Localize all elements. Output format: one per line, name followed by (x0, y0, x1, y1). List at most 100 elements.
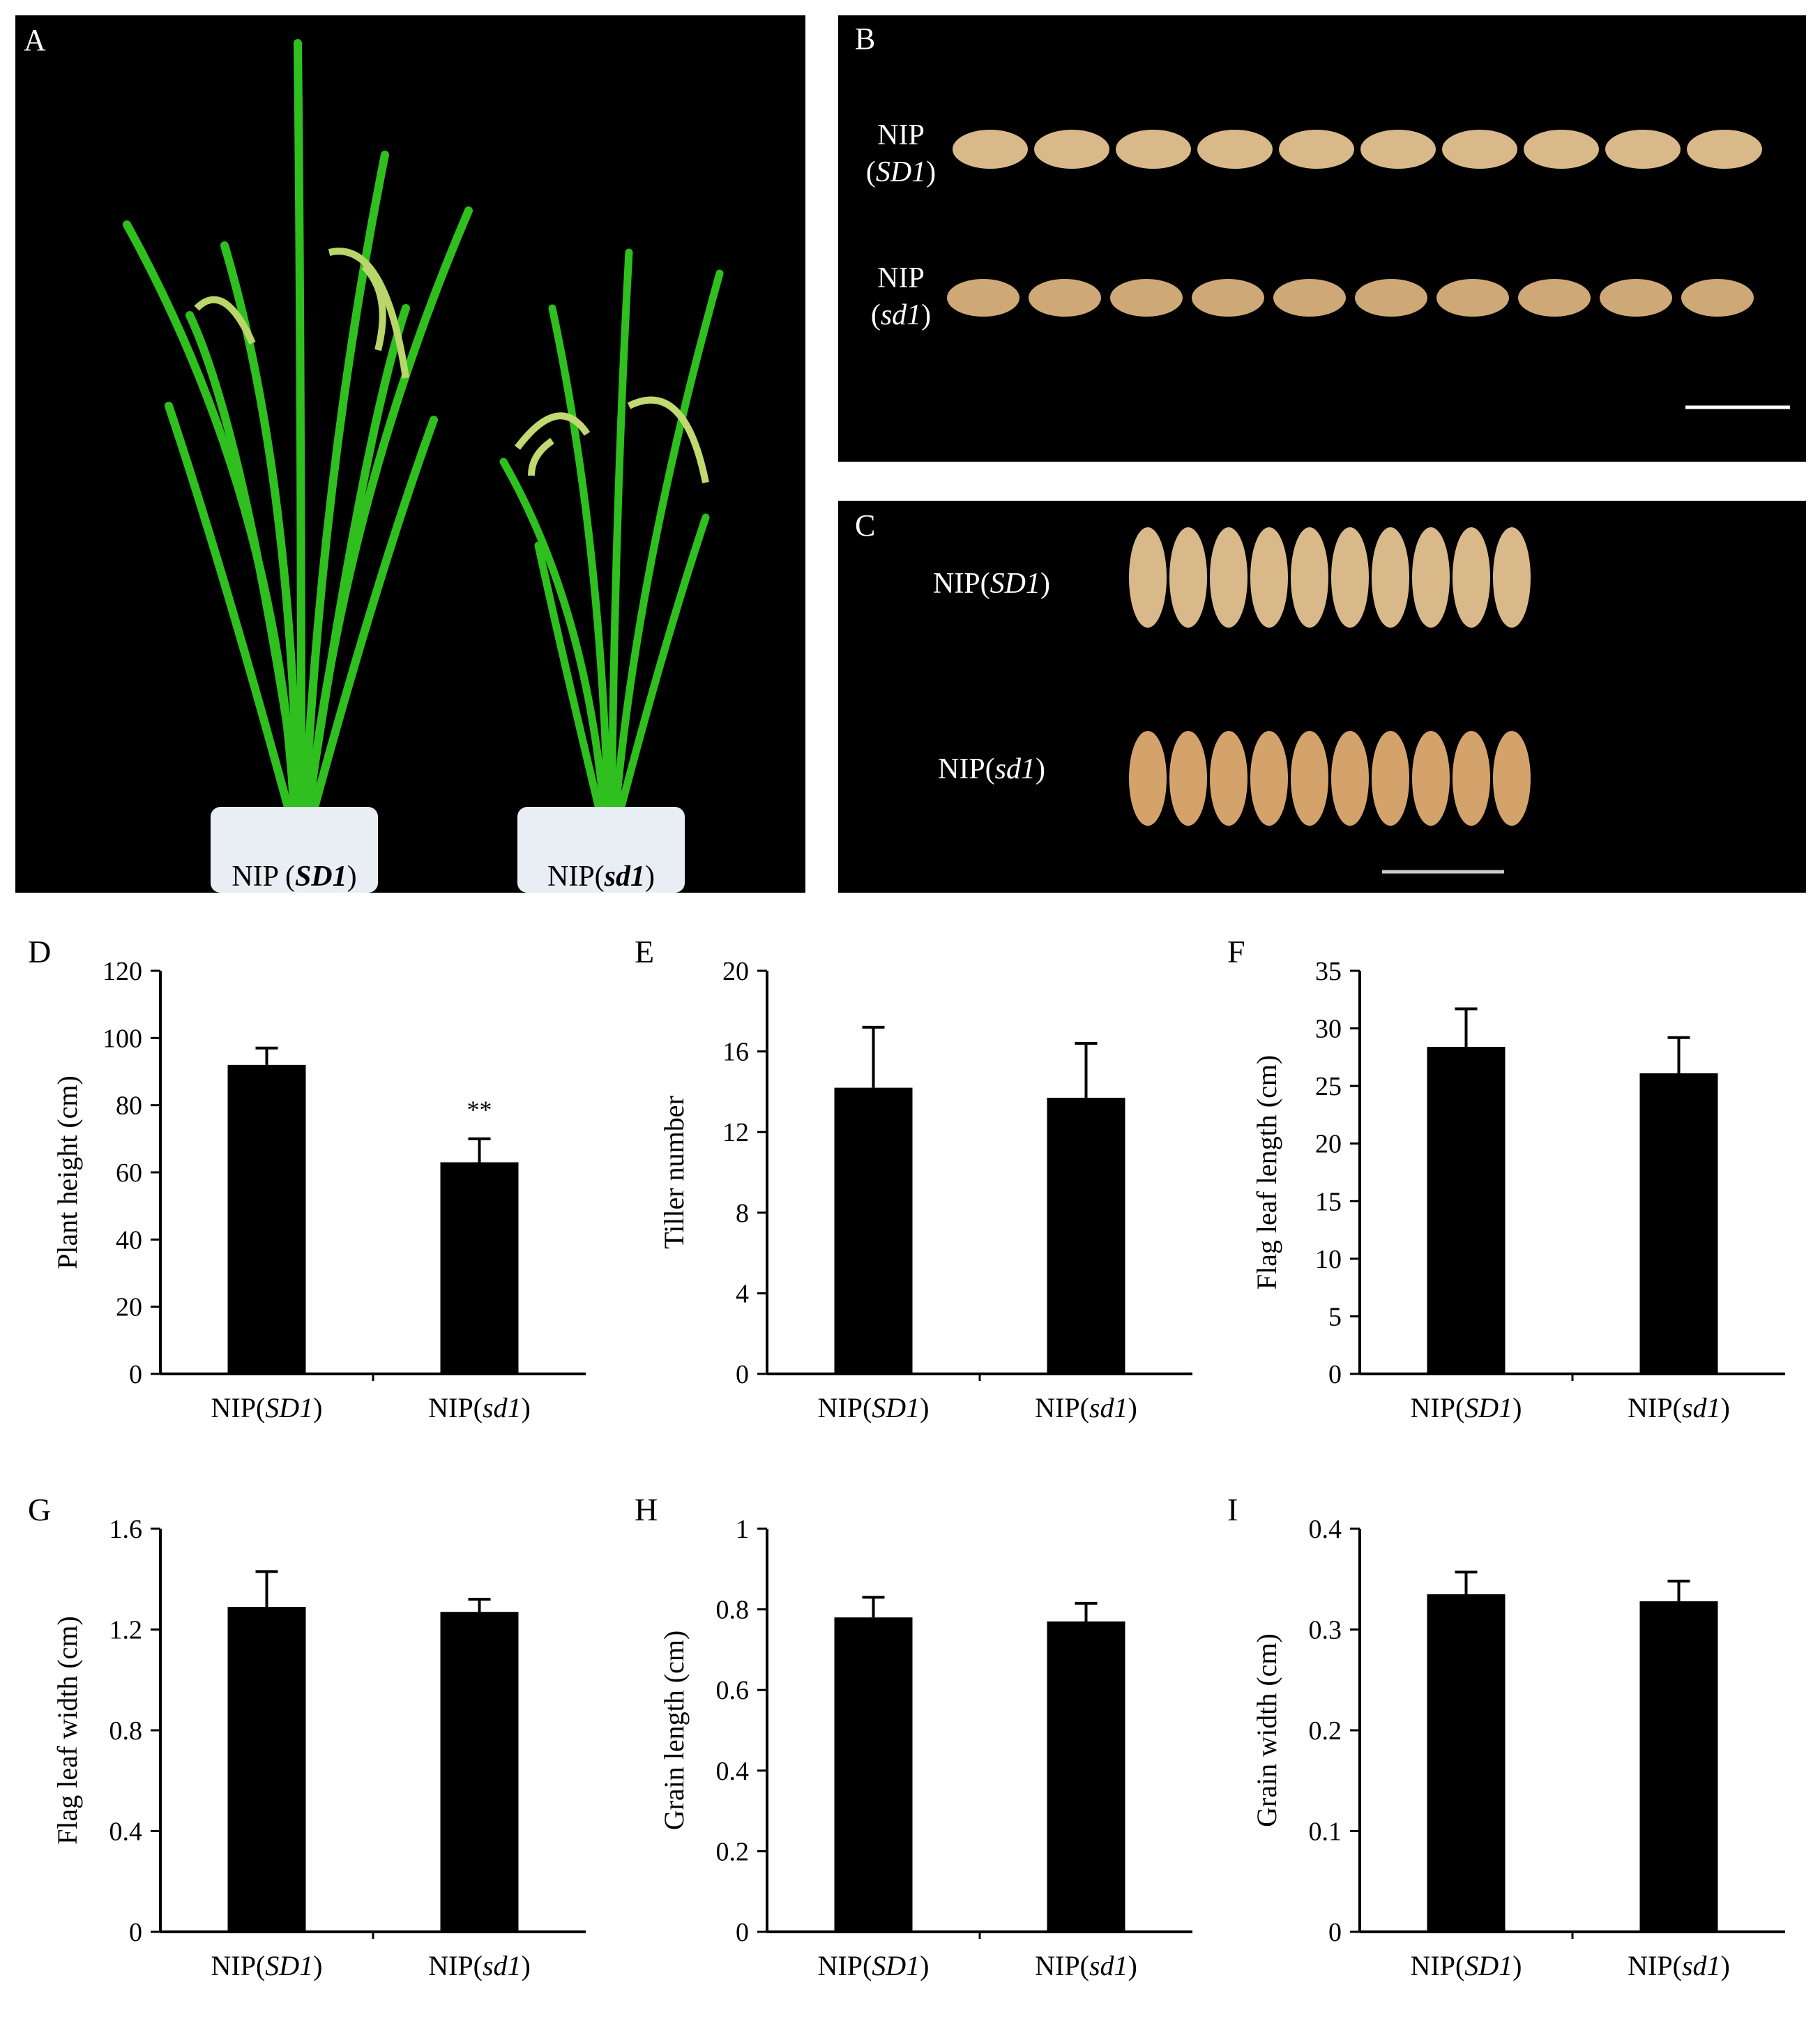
rice-grain (1453, 731, 1490, 826)
rice-grain (953, 130, 1028, 169)
rice-grain (1372, 527, 1409, 628)
y-tick-label: 1.6 (109, 1515, 143, 1544)
y-tick-label: 10 (1315, 1245, 1342, 1274)
panel-letter-a: A (24, 23, 46, 57)
panel-letter-c: C (855, 508, 876, 543)
chart-d-plant-height: D 0 20 40 60 80 100 120 Plant height (cm) NIP(SD1… (28, 934, 586, 1423)
y-tick-label: 0.4 (109, 1817, 143, 1847)
y-tick-label: 5 (1328, 1302, 1342, 1331)
rice-grain (1372, 731, 1409, 826)
bar (1047, 1621, 1125, 1932)
chart-f-flag-leaf-length: F 0 5 10 15 20 25 30 35 Flag leaf length (cm) NIP(… (1227, 934, 1785, 1423)
panel-letter-b: B (855, 22, 876, 56)
y-tick-label: 120 (103, 957, 142, 986)
y-tick-label: 20 (116, 1293, 142, 1322)
bar (834, 1617, 913, 1932)
pot-right (517, 807, 685, 893)
rice-grain (1250, 731, 1288, 826)
rice-grain (1279, 130, 1354, 169)
rice-grain (1681, 279, 1754, 317)
y-tick-label: 0 (736, 1360, 749, 1389)
rice-grain (1197, 130, 1273, 169)
rice-grain (1412, 731, 1450, 826)
row-label-c-mutant: NIP(sd1) (938, 753, 1045, 785)
y-tick-label: 4 (736, 1279, 749, 1308)
x-category-label: NIP(sd1) (428, 1950, 531, 1981)
y-axis-label: Grain length (cm) (658, 1631, 690, 1831)
rice-grain (1493, 731, 1531, 826)
chart-e-tiller-number: E 0 4 8 12 16 20 Tiller number NIP(SD1) NIP(sd1) (635, 934, 1192, 1423)
y-tick-label: 16 (722, 1038, 749, 1067)
row-label-b-mutant: NIP (877, 262, 925, 294)
rice-grain (1192, 279, 1264, 317)
y-tick-label: 0 (129, 1918, 142, 1947)
pot-left (211, 807, 378, 893)
rice-grain (947, 279, 1019, 317)
y-tick-label: 0 (129, 1360, 142, 1389)
rice-grain (1169, 731, 1207, 826)
significance-marker: ** (467, 1096, 492, 1124)
rice-grain (1210, 731, 1248, 826)
y-tick-label: 0.4 (1309, 1515, 1342, 1544)
bar (1639, 1073, 1718, 1374)
rice-grain (1110, 279, 1183, 317)
y-tick-label: 0.4 (716, 1757, 750, 1786)
row-label-b-mutant-genotype: (sd1) (871, 299, 931, 331)
panel-letter: I (1227, 1492, 1238, 1527)
y-tick-label: 1 (736, 1515, 749, 1544)
y-tick-label: 0.3 (1309, 1616, 1342, 1645)
rice-grain (1442, 130, 1517, 169)
y-tick-label: 0.2 (1309, 1716, 1342, 1746)
rice-grain (1518, 279, 1591, 317)
row-label-b-wildtype-genotype: (SD1) (866, 156, 936, 188)
x-category-label: NIP(sd1) (1628, 1950, 1730, 1981)
y-tick-label: 80 (116, 1091, 142, 1121)
y-tick-label: 40 (116, 1225, 142, 1255)
rice-grain (1116, 130, 1191, 169)
grain-row-wildtype (953, 130, 1762, 169)
x-category-label: NIP(SD1) (211, 1392, 323, 1423)
y-tick-label: 0.8 (716, 1596, 750, 1625)
grain-row-mutant (1129, 731, 1531, 826)
rice-grain (1436, 279, 1509, 317)
photo-panel-b: NIP (SD1) NIP (sd1) B (838, 15, 1806, 462)
short-plant-panicles (515, 396, 709, 483)
rice-grain (1029, 279, 1101, 317)
y-tick-label: 0.6 (716, 1676, 750, 1705)
x-category-label: NIP(sd1) (1035, 1392, 1137, 1423)
x-category-label: NIP(sd1) (1628, 1392, 1730, 1423)
y-axis-label: Flag leaf length (cm) (1251, 1055, 1282, 1290)
panel-letter: G (28, 1492, 51, 1527)
y-tick-label: 1.2 (109, 1616, 143, 1645)
panel-letter: H (635, 1492, 658, 1527)
y-tick-label: 0 (1328, 1360, 1342, 1389)
rice-grain (1412, 527, 1450, 628)
y-tick-label: 30 (1315, 1015, 1342, 1044)
rice-grain (1034, 130, 1109, 169)
grain-row-mutant (947, 279, 1754, 317)
rice-grain (1355, 279, 1427, 317)
rice-grain (1524, 130, 1599, 169)
x-category-label: NIP(SD1) (211, 1950, 323, 1981)
rice-grain (1129, 731, 1167, 826)
y-axis-label: Plant height (cm) (52, 1075, 83, 1269)
chart-h-grain-length: H 0 0.2 0.4 0.6 0.8 1 Grain length (cm) NIP(SD1)… (635, 1492, 1192, 1981)
panel-letter: E (635, 934, 654, 969)
x-category-label: NIP(SD1) (818, 1392, 930, 1423)
grains-widthwise: NIP(SD1) NIP(sd1) (933, 527, 1531, 874)
rice-grain (1250, 527, 1288, 628)
y-tick-label: 20 (722, 957, 749, 986)
x-category-label: NIP(sd1) (1035, 1950, 1137, 1981)
bar (1639, 1601, 1718, 1932)
x-category-label: NIP(SD1) (1411, 1392, 1522, 1423)
chart-g-flag-leaf-width: G 0 0.4 0.8 1.2 1.6 Flag leaf width (cm) NIP(SD… (28, 1492, 586, 1981)
y-tick-label: 25 (1315, 1072, 1342, 1101)
pot-label-sd1-mutant: NIP(sd1) (547, 861, 655, 893)
x-category-label: NIP(SD1) (818, 1950, 930, 1981)
rice-grain (1129, 527, 1167, 628)
y-axis-label: Flag leaf width (cm) (52, 1616, 83, 1845)
chart-i-grain-width: I 0 0.1 0.2 0.3 0.4 Grain width (cm) NIP(SD1) NI… (1227, 1492, 1785, 1981)
grains-lengthwise: NIP (SD1) NIP (sd1) (866, 119, 1790, 409)
rice-grain (1493, 527, 1531, 628)
x-category-label: NIP(SD1) (1411, 1950, 1522, 1981)
